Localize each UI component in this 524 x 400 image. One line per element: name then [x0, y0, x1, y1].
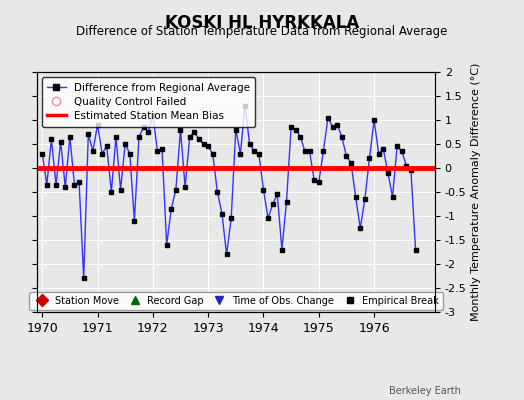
Text: KOSKI HL HYRKKALA: KOSKI HL HYRKKALA	[165, 14, 359, 32]
Text: Berkeley Earth: Berkeley Earth	[389, 386, 461, 396]
Y-axis label: Monthly Temperature Anomaly Difference (°C): Monthly Temperature Anomaly Difference (…	[471, 63, 481, 321]
Legend: Station Move, Record Gap, Time of Obs. Change, Empirical Break: Station Move, Record Gap, Time of Obs. C…	[29, 292, 443, 310]
Text: Difference of Station Temperature Data from Regional Average: Difference of Station Temperature Data f…	[77, 25, 447, 38]
